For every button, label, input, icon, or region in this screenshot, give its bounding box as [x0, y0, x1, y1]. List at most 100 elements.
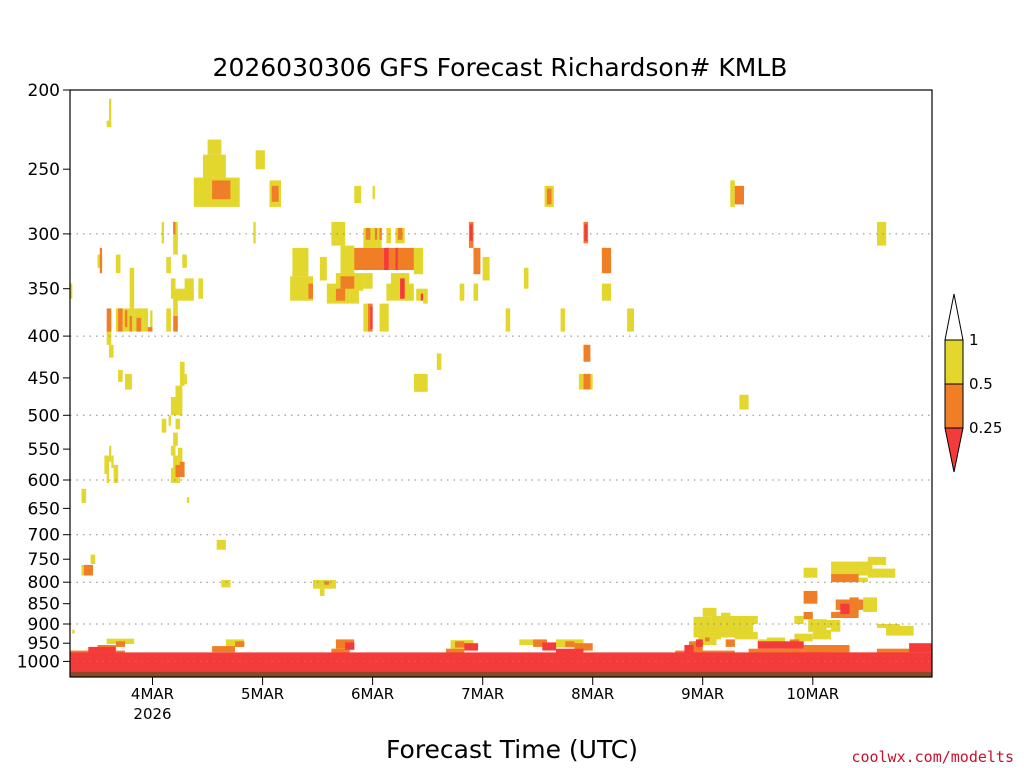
ri-cell: [702, 607, 717, 617]
ri-cell: [166, 308, 171, 332]
y-tick-label: 500: [28, 406, 60, 426]
x-tick-label: 8MAR: [571, 685, 614, 703]
ri-cell: [115, 254, 121, 274]
ri-cell: [739, 394, 749, 410]
ri-cell: [684, 645, 694, 655]
ri-cell: [104, 455, 109, 474]
y-tick-label: 750: [28, 550, 60, 570]
ri-cell: [542, 642, 557, 651]
ri-cell: [404, 283, 414, 301]
y-tick-label: 200: [28, 81, 60, 101]
y-axis: 200 250 300 350 400 450 500 550 600 650 700 750 8008…: [17, 81, 70, 672]
ri-cell: [808, 619, 827, 632]
ri-cell: [113, 464, 119, 483]
ri-cell: [221, 579, 231, 588]
ri-cell: [803, 645, 850, 656]
ri-cell: [831, 561, 873, 571]
ri-cell: [583, 344, 591, 362]
ri-cell: [198, 278, 203, 299]
legend: 1 0.5 0.25: [944, 293, 1002, 473]
ri-cell: [849, 597, 859, 612]
ri-cell: [271, 185, 279, 202]
ri-cell: [395, 247, 398, 270]
ri-cell: [106, 474, 109, 483]
ri-cell: [345, 642, 355, 650]
ri-cell: [173, 298, 178, 316]
ri-cell: [180, 361, 185, 386]
ri-cell: [693, 624, 754, 638]
ri-cell: [212, 180, 231, 200]
legend-bottom-arrow: [944, 427, 964, 473]
ri-cell: [601, 283, 612, 301]
ri-cell: [173, 432, 178, 446]
ri-cell: [831, 625, 841, 632]
ri-cell: [313, 579, 336, 589]
ri-cell: [182, 254, 187, 268]
ri-cell: [423, 288, 428, 304]
ri-cell: [182, 373, 185, 386]
ri-cell: [106, 120, 112, 128]
ri-cell: [730, 180, 735, 207]
ri-cell: [70, 283, 73, 299]
ri-cell: [216, 539, 226, 550]
ri-cell: [565, 641, 575, 647]
ri-cell: [235, 641, 245, 647]
ri-cell: [416, 288, 424, 301]
ri-cell: [459, 283, 465, 301]
ri-cell: [118, 369, 123, 382]
ri-cell: [83, 564, 93, 576]
x-tick-label: 5MAR: [241, 685, 284, 703]
ri-cell: [831, 611, 859, 618]
ri-cell: [255, 150, 265, 170]
ri-cell: [161, 221, 164, 244]
ri-cell: [695, 639, 703, 647]
y-tick-label: 400: [28, 327, 60, 347]
ri-cell: [173, 221, 178, 255]
ri-cell: [177, 447, 183, 467]
ri-cell: [173, 316, 178, 332]
ri-cell: [705, 637, 710, 642]
ri-cell: [574, 643, 593, 651]
ri-cell: [170, 445, 176, 456]
ri-cell: [335, 639, 355, 649]
ri-cell: [349, 278, 359, 304]
ri-cell: [365, 228, 371, 240]
ri-cell: [812, 629, 832, 640]
ri-cell: [721, 612, 731, 620]
ri-cell: [90, 554, 96, 564]
ri-cell: [122, 308, 135, 332]
ri-cell: [335, 288, 346, 301]
ri-cell: [583, 373, 591, 390]
x-axis-label: Forecast Time (UTC): [386, 735, 638, 764]
ri-cell: [170, 278, 176, 299]
ri-cell: [455, 641, 465, 648]
y-tick-label: 450: [28, 369, 60, 389]
ri-cell: [436, 353, 442, 370]
ri-cell: [363, 303, 368, 332]
ri-cell: [867, 568, 896, 578]
ri-cell: [601, 247, 612, 274]
x-tick-sublabel: 2026: [133, 705, 171, 723]
ri-cell: [136, 317, 142, 332]
gridlines: [70, 233, 932, 662]
y-tick-label: 850: [28, 595, 60, 615]
ri-cell: [831, 574, 859, 583]
credit-link[interactable]: coolwx.com/modelts: [851, 748, 1014, 766]
ri-cell: [292, 247, 309, 277]
ri-cell: [379, 228, 382, 240]
legend-label: 0.25: [969, 419, 1002, 437]
ri-cell: [99, 247, 103, 274]
ri-cell: [469, 224, 473, 241]
legend-swatch-orange: [944, 383, 964, 429]
ri-cell: [125, 310, 128, 328]
ri-cell: [340, 276, 355, 289]
ri-cell: [308, 283, 313, 299]
ri-cell: [331, 221, 346, 246]
ri-cell: [150, 310, 153, 328]
ri-cell: [147, 327, 153, 332]
chart-title: 2026030306 GFS Forecast Richardson# KMLB: [213, 53, 788, 82]
ri-cell: [372, 185, 375, 200]
ri-cell: [546, 188, 552, 205]
legend-label: 0.5: [969, 375, 993, 393]
